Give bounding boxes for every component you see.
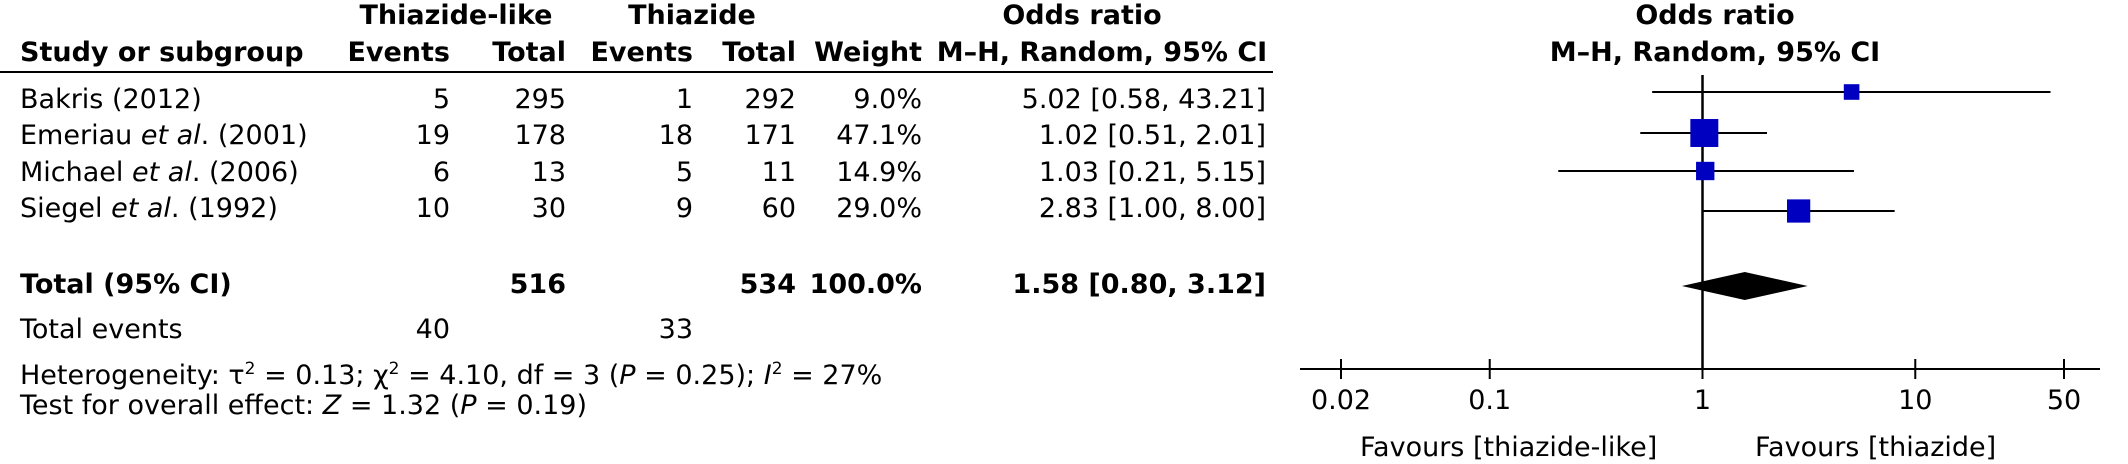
ctl-total: 171 [744, 120, 796, 151]
group-header-thiazide-like: Thiazide-like [359, 0, 553, 31]
total-label: Total (95% CI) [20, 269, 232, 300]
x-axis-tick-label: 0.02 [1311, 385, 1371, 416]
study-name: Michael et al. (2006) [20, 157, 299, 188]
exp-total: 295 [514, 84, 566, 115]
study-weight: 29.0% [836, 193, 922, 224]
total-weight: 100.0% [809, 269, 922, 300]
ctl-total: 292 [744, 84, 796, 115]
exp-total: 30 [531, 193, 566, 224]
pooled-diamond [1681, 272, 1808, 300]
x-axis-tick-label: 1 [1694, 385, 1711, 416]
or-column-title: Odds ratio [1002, 0, 1162, 31]
study-ci-text: 1.02 [0.51, 2.01] [1038, 120, 1266, 151]
study-name: Emeriau et al. (2001) [20, 120, 308, 151]
ctl-events: 18 [658, 120, 693, 151]
x-axis-tick-label: 0.1 [1468, 385, 1511, 416]
exp-events: 6 [432, 157, 450, 188]
total-events-label: Total events [20, 314, 183, 345]
weight-header: Weight [814, 37, 922, 68]
x-axis-tick-label: 10 [1898, 385, 1932, 416]
study-marker [1696, 161, 1715, 181]
study-weight: 9.0% [853, 84, 922, 115]
plot-title: Odds ratio [1635, 0, 1795, 31]
study-ci-text: 5.02 [0.58, 43.21] [1021, 84, 1266, 115]
exp-total-header: Total [492, 37, 566, 68]
exp-total: 13 [531, 157, 566, 188]
exp-events: 19 [415, 120, 450, 151]
study-column-header: Study or subgroup [20, 37, 304, 68]
study-marker [1787, 199, 1811, 223]
overall-effect-text: Test for overall effect: Z = 1.32 (P = 0… [20, 390, 588, 421]
group-header-thiazide: Thiazide [628, 0, 756, 31]
or-method-header: M–H, Random, 95% CI [936, 37, 1268, 68]
exp-events: 5 [432, 84, 450, 115]
favours-left-label: Favours [thiazide-like] [1360, 432, 1658, 463]
study-weight: 47.1% [836, 120, 922, 151]
study-ci-text: 1.03 [0.21, 5.15] [1038, 157, 1266, 188]
total-ctl-n: 534 [739, 269, 796, 300]
exp-events: 10 [415, 193, 450, 224]
ctl-events: 1 [675, 84, 693, 115]
header-rule [0, 71, 1273, 73]
ctl-events: 9 [675, 193, 693, 224]
study-name: Siegel et al. (1992) [20, 193, 278, 224]
ctl-events-header: Events [590, 37, 693, 68]
total-exp-n: 516 [509, 269, 566, 300]
ctl-total: 60 [761, 193, 796, 224]
favours-right-label: Favours [thiazide] [1755, 432, 1997, 463]
heterogeneity-text: Heterogeneity: τ2 = 0.13; χ2 = 4.10, df … [20, 359, 883, 391]
study-weight: 14.9% [836, 157, 922, 188]
total-events-exp: 40 [415, 314, 450, 345]
ctl-total: 11 [761, 157, 796, 188]
exp-events-header: Events [347, 37, 450, 68]
study-marker [1690, 119, 1719, 147]
x-axis-tick-label: 50 [2047, 385, 2081, 416]
ctl-total-header: Total [722, 37, 796, 68]
total-events-ctl: 33 [658, 314, 693, 345]
study-ci-text: 2.83 [1.00, 8.00] [1038, 193, 1266, 224]
total-ci-text: 1.58 [0.80, 3.12] [1012, 269, 1266, 300]
ctl-events: 5 [675, 157, 693, 188]
plot-method-header: M–H, Random, 95% CI [1549, 37, 1881, 68]
exp-total: 178 [514, 120, 566, 151]
study-name: Bakris (2012) [20, 84, 202, 115]
study-marker [1843, 84, 1860, 100]
